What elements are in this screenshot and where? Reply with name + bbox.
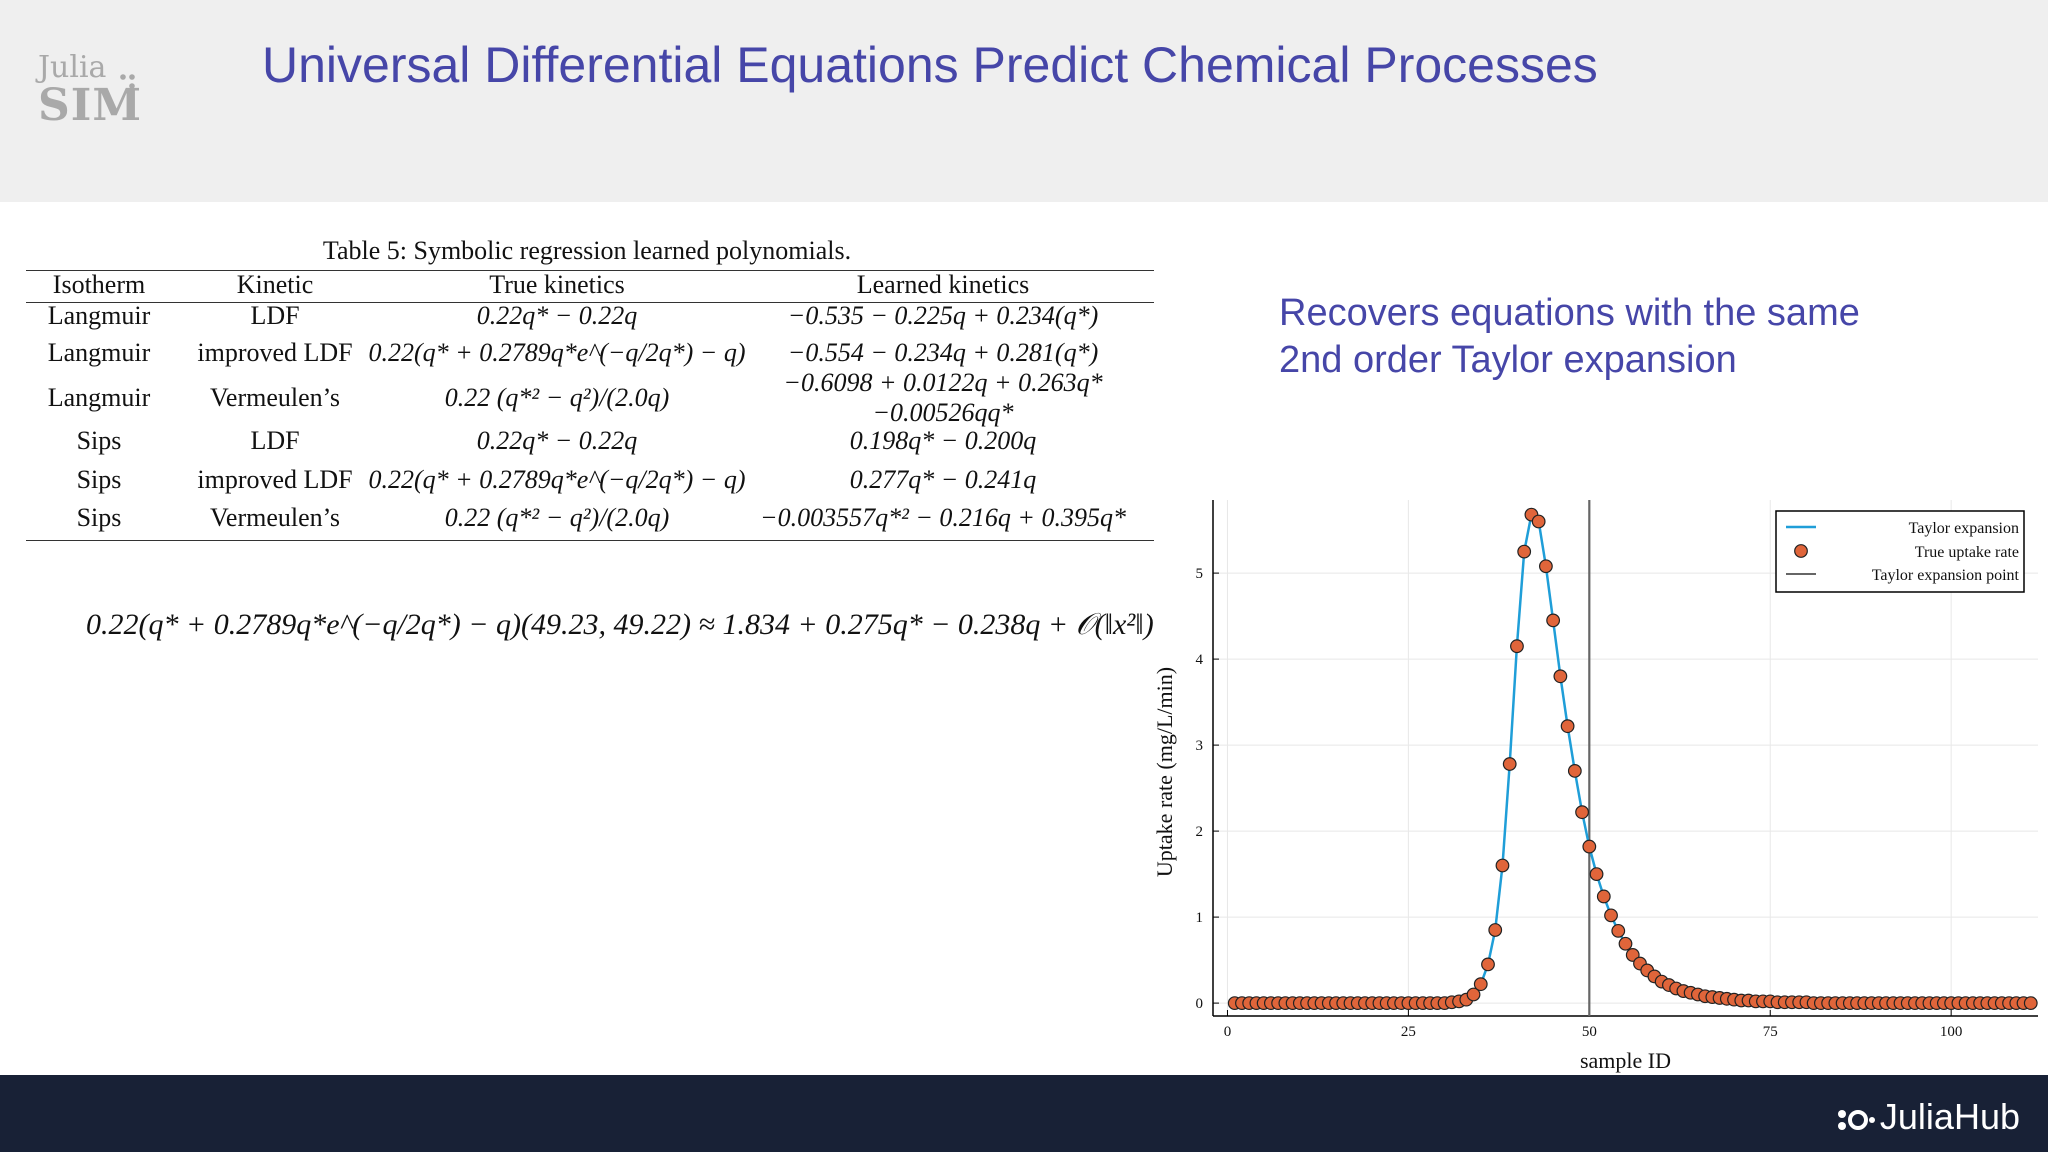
logo-dots-icon xyxy=(120,74,135,89)
y-tick-label: 0 xyxy=(1196,996,1204,1012)
note-line1: Recovers equations with the same xyxy=(1279,292,1860,334)
legend-label: Taylor expansion point xyxy=(1872,567,2020,584)
taylor-equation: 0.22(q* + 0.2789q*e^(−q/2q*) − q)(49.23,… xyxy=(86,608,1154,641)
logo-line2: SIM xyxy=(38,80,143,131)
table-row: Langmuir LDF 0.22q* − 0.22q −0.535 − 0.2… xyxy=(26,301,1154,337)
legend-point-swatch xyxy=(1794,544,1808,558)
kinetic-cell: Vermeulen’s xyxy=(210,383,340,412)
table-row: Sips improved LDF 0.22(q* + 0.2789q*e^(−… xyxy=(26,465,1154,501)
uptake-point xyxy=(1611,923,1626,938)
isotherm-cell: Sips xyxy=(76,503,122,532)
y-tick-label: 2 xyxy=(1196,824,1204,840)
kinetic-cell: improved LDF xyxy=(197,338,353,367)
taylor-note: Recovers equations with the same 2nd ord… xyxy=(1279,290,1860,384)
true-kinetics-cell: 0.22 (q*² − q²)/(2.0q) xyxy=(444,383,670,412)
table-top-rule xyxy=(26,270,1154,271)
learned-kinetics-cell: 0.198q* − 0.200q xyxy=(849,426,1037,455)
y-tick-label: 1 xyxy=(1196,910,1204,926)
x-axis-label: sample ID xyxy=(1580,1048,1671,1073)
table-header-rule xyxy=(26,302,1154,303)
uptake-point xyxy=(1596,889,1611,904)
table-row: Langmuir Vermeulen’s 0.22 (q*² − q²)/(2.… xyxy=(26,368,1154,427)
x-tick-label: 100 xyxy=(1940,1024,1963,1040)
uptake-point xyxy=(1567,764,1582,778)
uptake-point xyxy=(1618,936,1633,951)
uptake-point xyxy=(1546,613,1561,628)
brand-name: JuliaHub xyxy=(1879,1096,2020,1137)
y-tick-label: 3 xyxy=(1196,738,1204,754)
learned-kinetics-cell-cont: −0.00526qq* xyxy=(872,398,1014,427)
y-tick-label: 5 xyxy=(1196,566,1204,582)
uptake-point xyxy=(1502,757,1517,771)
legend-label: True uptake rate xyxy=(1915,544,2019,561)
column-header: Isotherm xyxy=(52,270,146,299)
x-tick-label: 0 xyxy=(1224,1024,1232,1040)
table-header-row: Isotherm Kinetic True kinetics Learned k… xyxy=(26,270,1154,306)
uptake-point xyxy=(1488,923,1503,937)
logo-line1: Julia xyxy=(38,50,107,85)
uptake-point xyxy=(1510,639,1524,654)
uptake-point xyxy=(1473,977,1488,992)
juliahub-logo-icon xyxy=(1837,1110,1875,1131)
uptake-point xyxy=(1495,858,1510,873)
true-kinetics-cell: 0.22(q* + 0.2789q*e^(−q/2q*) − q) xyxy=(368,338,746,367)
slide-title: Universal Differential Equations Predict… xyxy=(262,37,1598,93)
uptake-point xyxy=(1538,559,1553,574)
uptake-point xyxy=(1481,957,1495,972)
true-kinetics-cell: 0.22(q* + 0.2789q*e^(−q/2q*) − q) xyxy=(368,465,746,494)
isotherm-cell: Langmuir xyxy=(47,338,151,367)
column-header: Learned kinetics xyxy=(856,270,1030,299)
isotherm-cell: Sips xyxy=(76,426,122,455)
learned-kinetics-cell: −0.554 − 0.234q + 0.281(q*) xyxy=(787,338,1099,367)
uptake-point xyxy=(1589,867,1604,881)
table-row: Sips Vermeulen’s 0.22 (q*² − q²)/(2.0q) … xyxy=(26,503,1154,539)
legend-box xyxy=(1775,510,2025,593)
table-caption: Table 5: Symbolic regression learned pol… xyxy=(322,236,852,265)
learned-kinetics-cell: −0.6098 + 0.0122q + 0.263q* xyxy=(783,368,1103,397)
uptake-point xyxy=(1553,669,1568,684)
column-header: True kinetics xyxy=(489,270,625,299)
uptake-point xyxy=(1531,514,1546,529)
true-kinetics-cell: 0.22 (q*² − q²)/(2.0q) xyxy=(444,503,670,532)
footer-bar xyxy=(0,1075,2048,1152)
learned-kinetics-cell: 0.277q* − 0.241q xyxy=(849,465,1037,494)
kinetic-cell: Vermeulen’s xyxy=(210,503,340,532)
header-bar xyxy=(0,0,2048,202)
juliasim-logo: Julia SIM xyxy=(38,52,142,128)
column-header: Kinetic xyxy=(236,270,314,299)
kinetic-cell: LDF xyxy=(250,301,300,330)
true-kinetics-cell: 0.22q* − 0.22q xyxy=(476,426,638,455)
kinetic-cell: improved LDF xyxy=(197,465,353,494)
x-tick-label: 25 xyxy=(1401,1024,1416,1040)
uptake-point xyxy=(1517,544,1532,559)
x-tick-label: 50 xyxy=(1582,1024,1597,1040)
x-tick-label: 75 xyxy=(1763,1024,1778,1040)
uptake-point xyxy=(1582,839,1597,854)
isotherm-cell: Langmuir xyxy=(47,383,151,412)
y-tick-label: 4 xyxy=(1196,652,1204,668)
uptake-point xyxy=(1575,805,1589,820)
isotherm-cell: Sips xyxy=(76,465,122,494)
y-axis-label: Uptake rate (mg/L/min) xyxy=(1152,667,1177,877)
learned-kinetics-cell: −0.003557q*² − 0.216q + 0.395q* xyxy=(760,503,1126,532)
learned-kinetics-cell: −0.535 − 0.225q + 0.234(q*) xyxy=(787,301,1099,330)
legend-label: Taylor expansion xyxy=(1909,520,2019,537)
table-row: Langmuir improved LDF 0.22(q* + 0.2789q*… xyxy=(26,338,1154,374)
table-bottom-rule xyxy=(26,540,1154,541)
uptake-point xyxy=(1560,719,1575,734)
true-kinetics-cell: 0.22q* − 0.22q xyxy=(476,301,638,330)
kinetic-cell: LDF xyxy=(250,426,300,455)
uptake-point xyxy=(1604,908,1618,923)
table-row: Sips LDF 0.22q* − 0.22q 0.198q* − 0.200q xyxy=(26,426,1154,462)
note-line2: 2nd order Taylor expansion xyxy=(1279,339,1737,381)
juliahub-brand: JuliaHub xyxy=(1836,1096,2020,1138)
uptake-point xyxy=(1466,987,1481,1002)
isotherm-cell: Langmuir xyxy=(47,301,151,330)
uptake-point xyxy=(2023,996,2038,1010)
